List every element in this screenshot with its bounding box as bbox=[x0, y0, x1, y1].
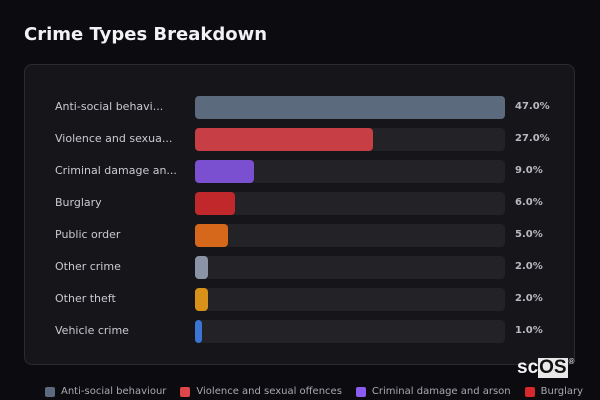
bar-fill[interactable] bbox=[195, 224, 228, 247]
bar-fill[interactable] bbox=[195, 128, 373, 151]
bar-track bbox=[195, 288, 505, 311]
bar-row: Violence and sexua... 27.0% bbox=[25, 128, 574, 152]
bar-label: Burglary bbox=[55, 196, 102, 209]
bar-label: Violence and sexua... bbox=[55, 132, 173, 145]
bar-label: Public order bbox=[55, 228, 121, 241]
legend-label: Anti-social behaviour bbox=[61, 386, 167, 397]
bar-value: 47.0% bbox=[515, 101, 550, 112]
bar-fill[interactable] bbox=[195, 256, 208, 279]
bar-track bbox=[195, 160, 505, 183]
bar-fill[interactable] bbox=[195, 160, 254, 183]
chart-title: Crime Types Breakdown bbox=[24, 24, 268, 45]
bar-track bbox=[195, 224, 505, 247]
bar-label: Other theft bbox=[55, 292, 116, 305]
bar-track bbox=[195, 192, 505, 215]
bar-row: Other theft 2.0% bbox=[25, 288, 574, 312]
legend-label: Burglary bbox=[540, 386, 584, 397]
bar-track bbox=[195, 128, 505, 151]
legend-label: Violence and sexual offences bbox=[196, 386, 342, 397]
bar-value: 27.0% bbox=[515, 133, 550, 144]
bar-fill[interactable] bbox=[195, 288, 208, 311]
bar-value: 6.0% bbox=[515, 197, 543, 208]
bar-row: Public order 5.0% bbox=[25, 224, 574, 248]
chart-legend: Anti-social behaviour Violence and sexual… bbox=[45, 386, 583, 397]
bar-fill[interactable] bbox=[195, 320, 202, 343]
bar-value: 2.0% bbox=[515, 293, 543, 304]
legend-item[interactable]: Anti-social behaviour bbox=[45, 386, 166, 397]
bar-value: 9.0% bbox=[515, 165, 543, 176]
bar-label: Vehicle crime bbox=[55, 324, 129, 337]
legend-item[interactable]: Criminal damage and arson bbox=[355, 386, 511, 397]
bar-row: Burglary 6.0% bbox=[25, 192, 574, 216]
bar-label: Criminal damage an... bbox=[55, 164, 177, 177]
legend-swatch-icon bbox=[524, 386, 535, 397]
legend-item[interactable]: Violence and sexual offences bbox=[180, 386, 342, 397]
bar-value: 2.0% bbox=[515, 261, 543, 272]
bar-track bbox=[195, 96, 505, 119]
bar-row: Vehicle crime 1.0% bbox=[25, 320, 574, 344]
legend-item[interactable]: Burglary bbox=[524, 386, 584, 397]
bar-value: 1.0% bbox=[515, 325, 543, 336]
bar-fill[interactable] bbox=[195, 96, 505, 119]
registered-mark-icon: ® bbox=[568, 357, 575, 366]
logo-prefix: sc bbox=[517, 357, 539, 378]
logo-highlight: OS bbox=[538, 357, 568, 378]
bar-row: Anti-social behavi... 47.0% bbox=[25, 96, 574, 120]
bar-row: Other crime 2.0% bbox=[25, 256, 574, 280]
bar-label: Anti-social behavi... bbox=[55, 100, 164, 113]
bar-value: 5.0% bbox=[515, 229, 543, 240]
legend-swatch-icon bbox=[355, 386, 366, 397]
legend-swatch-icon bbox=[180, 386, 191, 397]
legend-swatch-icon bbox=[45, 386, 55, 397]
bar-fill[interactable] bbox=[195, 192, 235, 215]
bar-row: Criminal damage an... 9.0% bbox=[25, 160, 574, 184]
bar-label: Other crime bbox=[55, 260, 121, 273]
chart-card: Anti-social behavi... 47.0% Violence and s… bbox=[24, 64, 575, 365]
legend-label: Criminal damage and arson bbox=[371, 386, 511, 397]
brand-logo: sc OS ® bbox=[517, 358, 575, 378]
bar-track bbox=[195, 256, 505, 279]
bar-track bbox=[195, 320, 505, 343]
